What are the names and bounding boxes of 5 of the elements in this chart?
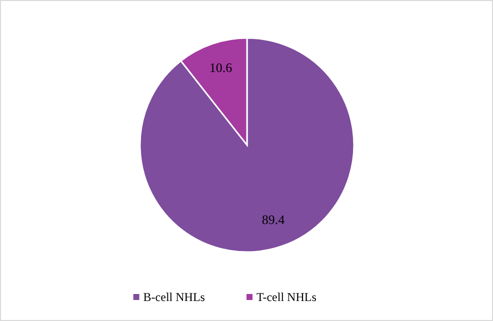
pie-slice [139, 37, 355, 253]
data-label: 10.6 [209, 60, 233, 76]
data-label: 89.4 [262, 212, 286, 227]
legend-label: T-cell NHLs [256, 290, 317, 304]
legend-label: B-cell NHLs [143, 290, 206, 304]
